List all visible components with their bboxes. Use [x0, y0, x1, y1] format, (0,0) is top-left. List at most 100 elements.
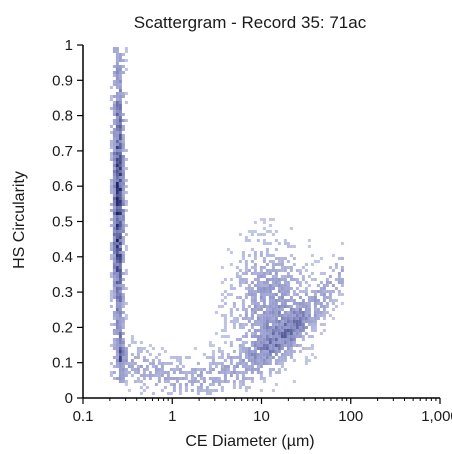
- density-cell: [127, 371, 131, 374]
- density-cell: [307, 323, 311, 326]
- density-cell: [115, 287, 119, 290]
- density-cell: [112, 143, 116, 146]
- density-cell: [118, 119, 122, 122]
- density-cell: [313, 314, 317, 317]
- density-cell: [118, 368, 122, 371]
- density-cell: [208, 362, 212, 365]
- density-cell: [277, 359, 281, 362]
- density-cell: [229, 278, 233, 281]
- density-cell: [295, 269, 299, 272]
- density-cell: [259, 353, 263, 356]
- density-cell: [121, 140, 125, 143]
- density-cell: [121, 209, 125, 212]
- density-cell: [262, 356, 266, 359]
- density-cell: [262, 221, 266, 224]
- density-cell: [277, 281, 281, 284]
- density-cell: [286, 350, 290, 353]
- density-cell: [268, 320, 272, 323]
- density-cell: [118, 71, 122, 74]
- density-cell: [157, 374, 161, 377]
- density-cell: [265, 347, 269, 350]
- density-cell: [262, 335, 266, 338]
- density-cell: [121, 212, 125, 215]
- density-cell: [253, 284, 257, 287]
- density-cell: [256, 284, 260, 287]
- density-cell: [118, 182, 122, 185]
- density-cell: [307, 311, 311, 314]
- density-cell: [232, 386, 236, 389]
- density-cell: [268, 260, 272, 263]
- density-cell: [220, 350, 224, 353]
- density-cell: [265, 362, 269, 365]
- density-cell: [319, 281, 323, 284]
- density-cell: [301, 266, 305, 269]
- density-cell: [334, 305, 338, 308]
- density-cell: [127, 365, 131, 368]
- density-cell: [118, 314, 122, 317]
- density-cell: [157, 371, 161, 374]
- density-cell: [241, 278, 245, 281]
- density-cell: [172, 377, 176, 380]
- density-cell: [289, 299, 293, 302]
- density-cell: [277, 308, 281, 311]
- density-cell: [277, 350, 281, 353]
- density-cell: [271, 350, 275, 353]
- density-cell: [301, 347, 305, 350]
- density-cell: [244, 293, 248, 296]
- density-cell: [160, 362, 164, 365]
- density-cell: [250, 359, 254, 362]
- density-cell: [295, 320, 299, 323]
- density-cell: [340, 269, 344, 272]
- density-cell: [337, 275, 341, 278]
- density-cell: [286, 245, 290, 248]
- density-cell: [265, 308, 269, 311]
- density-cell: [268, 242, 272, 245]
- density-cell: [118, 305, 122, 308]
- density-cell: [196, 362, 200, 365]
- density-cell: [268, 308, 272, 311]
- density-cell: [217, 350, 221, 353]
- density-cell: [124, 314, 128, 317]
- density-cell: [316, 314, 320, 317]
- density-cell: [115, 125, 119, 128]
- density-cell: [289, 275, 293, 278]
- density-cell: [142, 347, 146, 350]
- density-cell: [115, 242, 119, 245]
- density-cell: [115, 47, 119, 50]
- density-cell: [121, 227, 125, 230]
- density-cell: [124, 224, 128, 227]
- density-cell: [319, 314, 323, 317]
- density-cell: [241, 302, 245, 305]
- density-cell: [112, 176, 116, 179]
- density-cell: [118, 329, 122, 332]
- density-cell: [292, 293, 296, 296]
- density-cell: [211, 377, 215, 380]
- density-cell: [274, 359, 278, 362]
- density-cell: [160, 371, 164, 374]
- density-cell: [109, 254, 113, 257]
- density-cell: [247, 239, 251, 242]
- density-cell: [319, 290, 323, 293]
- density-cell: [112, 74, 116, 77]
- density-cell: [259, 284, 263, 287]
- density-cell: [118, 164, 122, 167]
- density-cell: [283, 329, 287, 332]
- density-cell: [211, 359, 215, 362]
- density-cell: [277, 338, 281, 341]
- chart-title: Scattergram - Record 35: 71ac: [134, 13, 367, 32]
- density-cell: [268, 335, 272, 338]
- density-cell: [109, 203, 113, 206]
- y-tick-label: 1: [65, 37, 73, 54]
- density-cell: [226, 380, 230, 383]
- density-cell: [280, 317, 284, 320]
- density-cell: [250, 287, 254, 290]
- density-cell: [301, 338, 305, 341]
- density-cell: [169, 392, 173, 395]
- density-cell: [283, 350, 287, 353]
- density-cell: [298, 335, 302, 338]
- density-cell: [211, 383, 215, 386]
- density-cell: [277, 344, 281, 347]
- density-cell: [304, 356, 308, 359]
- density-cell: [304, 347, 308, 350]
- density-cell: [271, 281, 275, 284]
